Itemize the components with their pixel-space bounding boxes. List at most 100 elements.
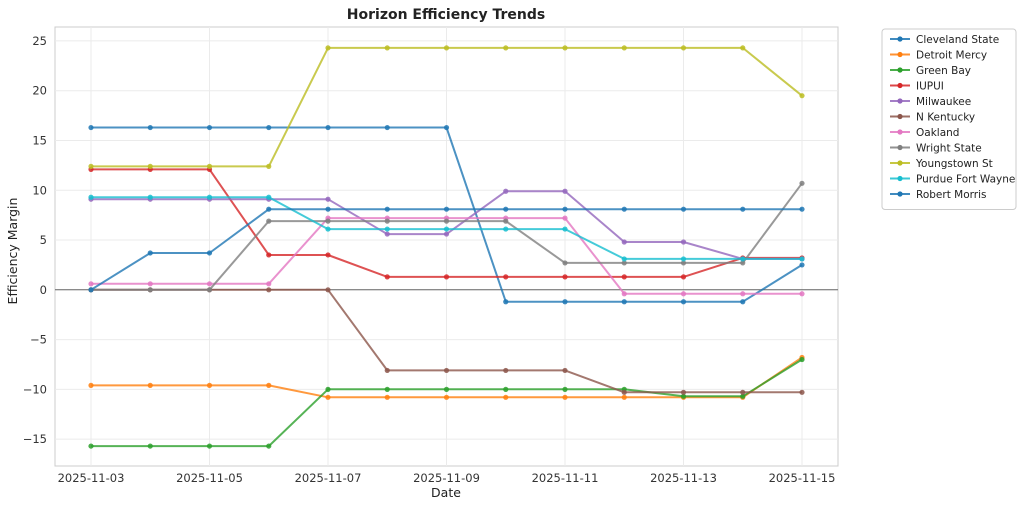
x-tick-label: 2025-11-15 — [769, 471, 836, 485]
data-point — [680, 389, 687, 395]
data-point — [325, 124, 331, 131]
legend-entry: Robert Morris — [890, 189, 986, 201]
data-point — [325, 196, 331, 202]
y-tick-label: 5 — [40, 233, 47, 247]
data-point — [680, 256, 687, 262]
y-tick-label: 25 — [32, 34, 47, 48]
data-point — [443, 367, 450, 374]
legend-label: Milwaukee — [916, 96, 971, 108]
legend-marker — [897, 67, 903, 73]
data-point — [266, 281, 272, 287]
data-point — [562, 188, 568, 194]
data-point — [621, 394, 627, 400]
data-point — [621, 256, 627, 262]
legend-entry: Cleveland State — [890, 34, 999, 46]
data-point — [562, 386, 568, 392]
legend-label: Green Bay — [916, 65, 971, 77]
legend-label: Youngstown St — [915, 158, 993, 170]
legend-label: N Kentucky — [916, 112, 975, 124]
legend-entry: IUPUI — [890, 81, 944, 93]
data-point — [621, 239, 627, 245]
legend-entry: Youngstown St — [890, 158, 993, 170]
x-tick-label: 2025-11-07 — [295, 471, 362, 485]
data-point — [147, 382, 153, 388]
data-point — [443, 231, 450, 237]
legend-marker — [897, 129, 903, 135]
data-point — [266, 124, 272, 131]
data-point — [443, 218, 450, 224]
data-point — [325, 386, 331, 392]
x-tick-label: 2025-11-09 — [413, 471, 480, 485]
data-point — [266, 443, 272, 449]
data-point — [325, 218, 331, 224]
data-point — [384, 45, 390, 51]
data-point — [740, 256, 746, 262]
data-point — [384, 124, 390, 131]
data-point — [147, 281, 153, 287]
series-youngstown-st — [88, 45, 805, 169]
data-point — [799, 256, 805, 262]
data-point — [443, 45, 450, 51]
y-axis-title: Efficiency Margin — [5, 198, 20, 305]
series-oakland — [88, 215, 805, 297]
data-point — [621, 389, 627, 395]
x-tick-label: 2025-11-05 — [176, 471, 243, 485]
data-point — [503, 188, 509, 194]
legend-label: IUPUI — [916, 81, 944, 93]
y-tick-label: −5 — [30, 333, 47, 347]
data-point — [206, 287, 213, 293]
data-point — [680, 393, 687, 399]
data-point — [384, 206, 390, 212]
legend-label: Cleveland State — [916, 34, 999, 46]
data-point — [562, 215, 568, 221]
series-layer — [88, 45, 805, 449]
x-axis-ticks: 2025-11-03 2025-11-05 2025-11-07 2025-11-09… — [58, 471, 836, 485]
data-point — [206, 382, 213, 388]
legend-marker — [897, 51, 903, 58]
data-point — [799, 356, 805, 363]
data-point — [740, 389, 746, 395]
legend-marker — [897, 98, 903, 104]
data-point — [266, 194, 272, 200]
data-point — [740, 393, 746, 399]
x-tick-label: 2025-11-03 — [58, 471, 125, 485]
data-point — [740, 45, 746, 51]
legend-entry: Wright State — [890, 143, 982, 155]
x-tick-label: 2025-11-13 — [650, 471, 717, 485]
data-point — [325, 252, 331, 258]
series-iupui — [88, 166, 805, 280]
x-tick-label: 2025-11-11 — [532, 471, 599, 485]
data-point — [799, 93, 805, 99]
data-point — [503, 226, 509, 232]
data-point — [384, 226, 390, 232]
legend-entry: Milwaukee — [890, 96, 971, 108]
data-point — [799, 291, 805, 297]
data-point — [384, 231, 390, 237]
legend-label: Detroit Mercy — [916, 50, 987, 62]
data-point — [443, 394, 450, 400]
data-point — [384, 274, 390, 280]
data-point — [562, 206, 568, 212]
chart-title: Horizon Efficiency Trends — [347, 7, 545, 23]
data-point — [206, 124, 213, 131]
y-tick-label: 15 — [32, 133, 47, 147]
data-point — [562, 226, 568, 232]
data-point — [680, 206, 687, 212]
data-point — [266, 163, 272, 169]
data-point — [266, 287, 272, 293]
y-tick-label: 10 — [32, 183, 47, 197]
legend-marker — [897, 175, 903, 182]
data-point — [503, 394, 509, 400]
data-point — [740, 206, 746, 212]
data-point — [799, 180, 805, 186]
data-point — [206, 163, 213, 169]
data-point — [88, 163, 94, 169]
data-point — [621, 260, 627, 266]
data-point — [503, 45, 509, 51]
data-point — [443, 386, 450, 392]
data-point — [147, 194, 153, 200]
data-point — [443, 226, 450, 232]
data-point — [206, 443, 213, 449]
data-point — [680, 299, 687, 305]
data-point — [680, 239, 687, 245]
